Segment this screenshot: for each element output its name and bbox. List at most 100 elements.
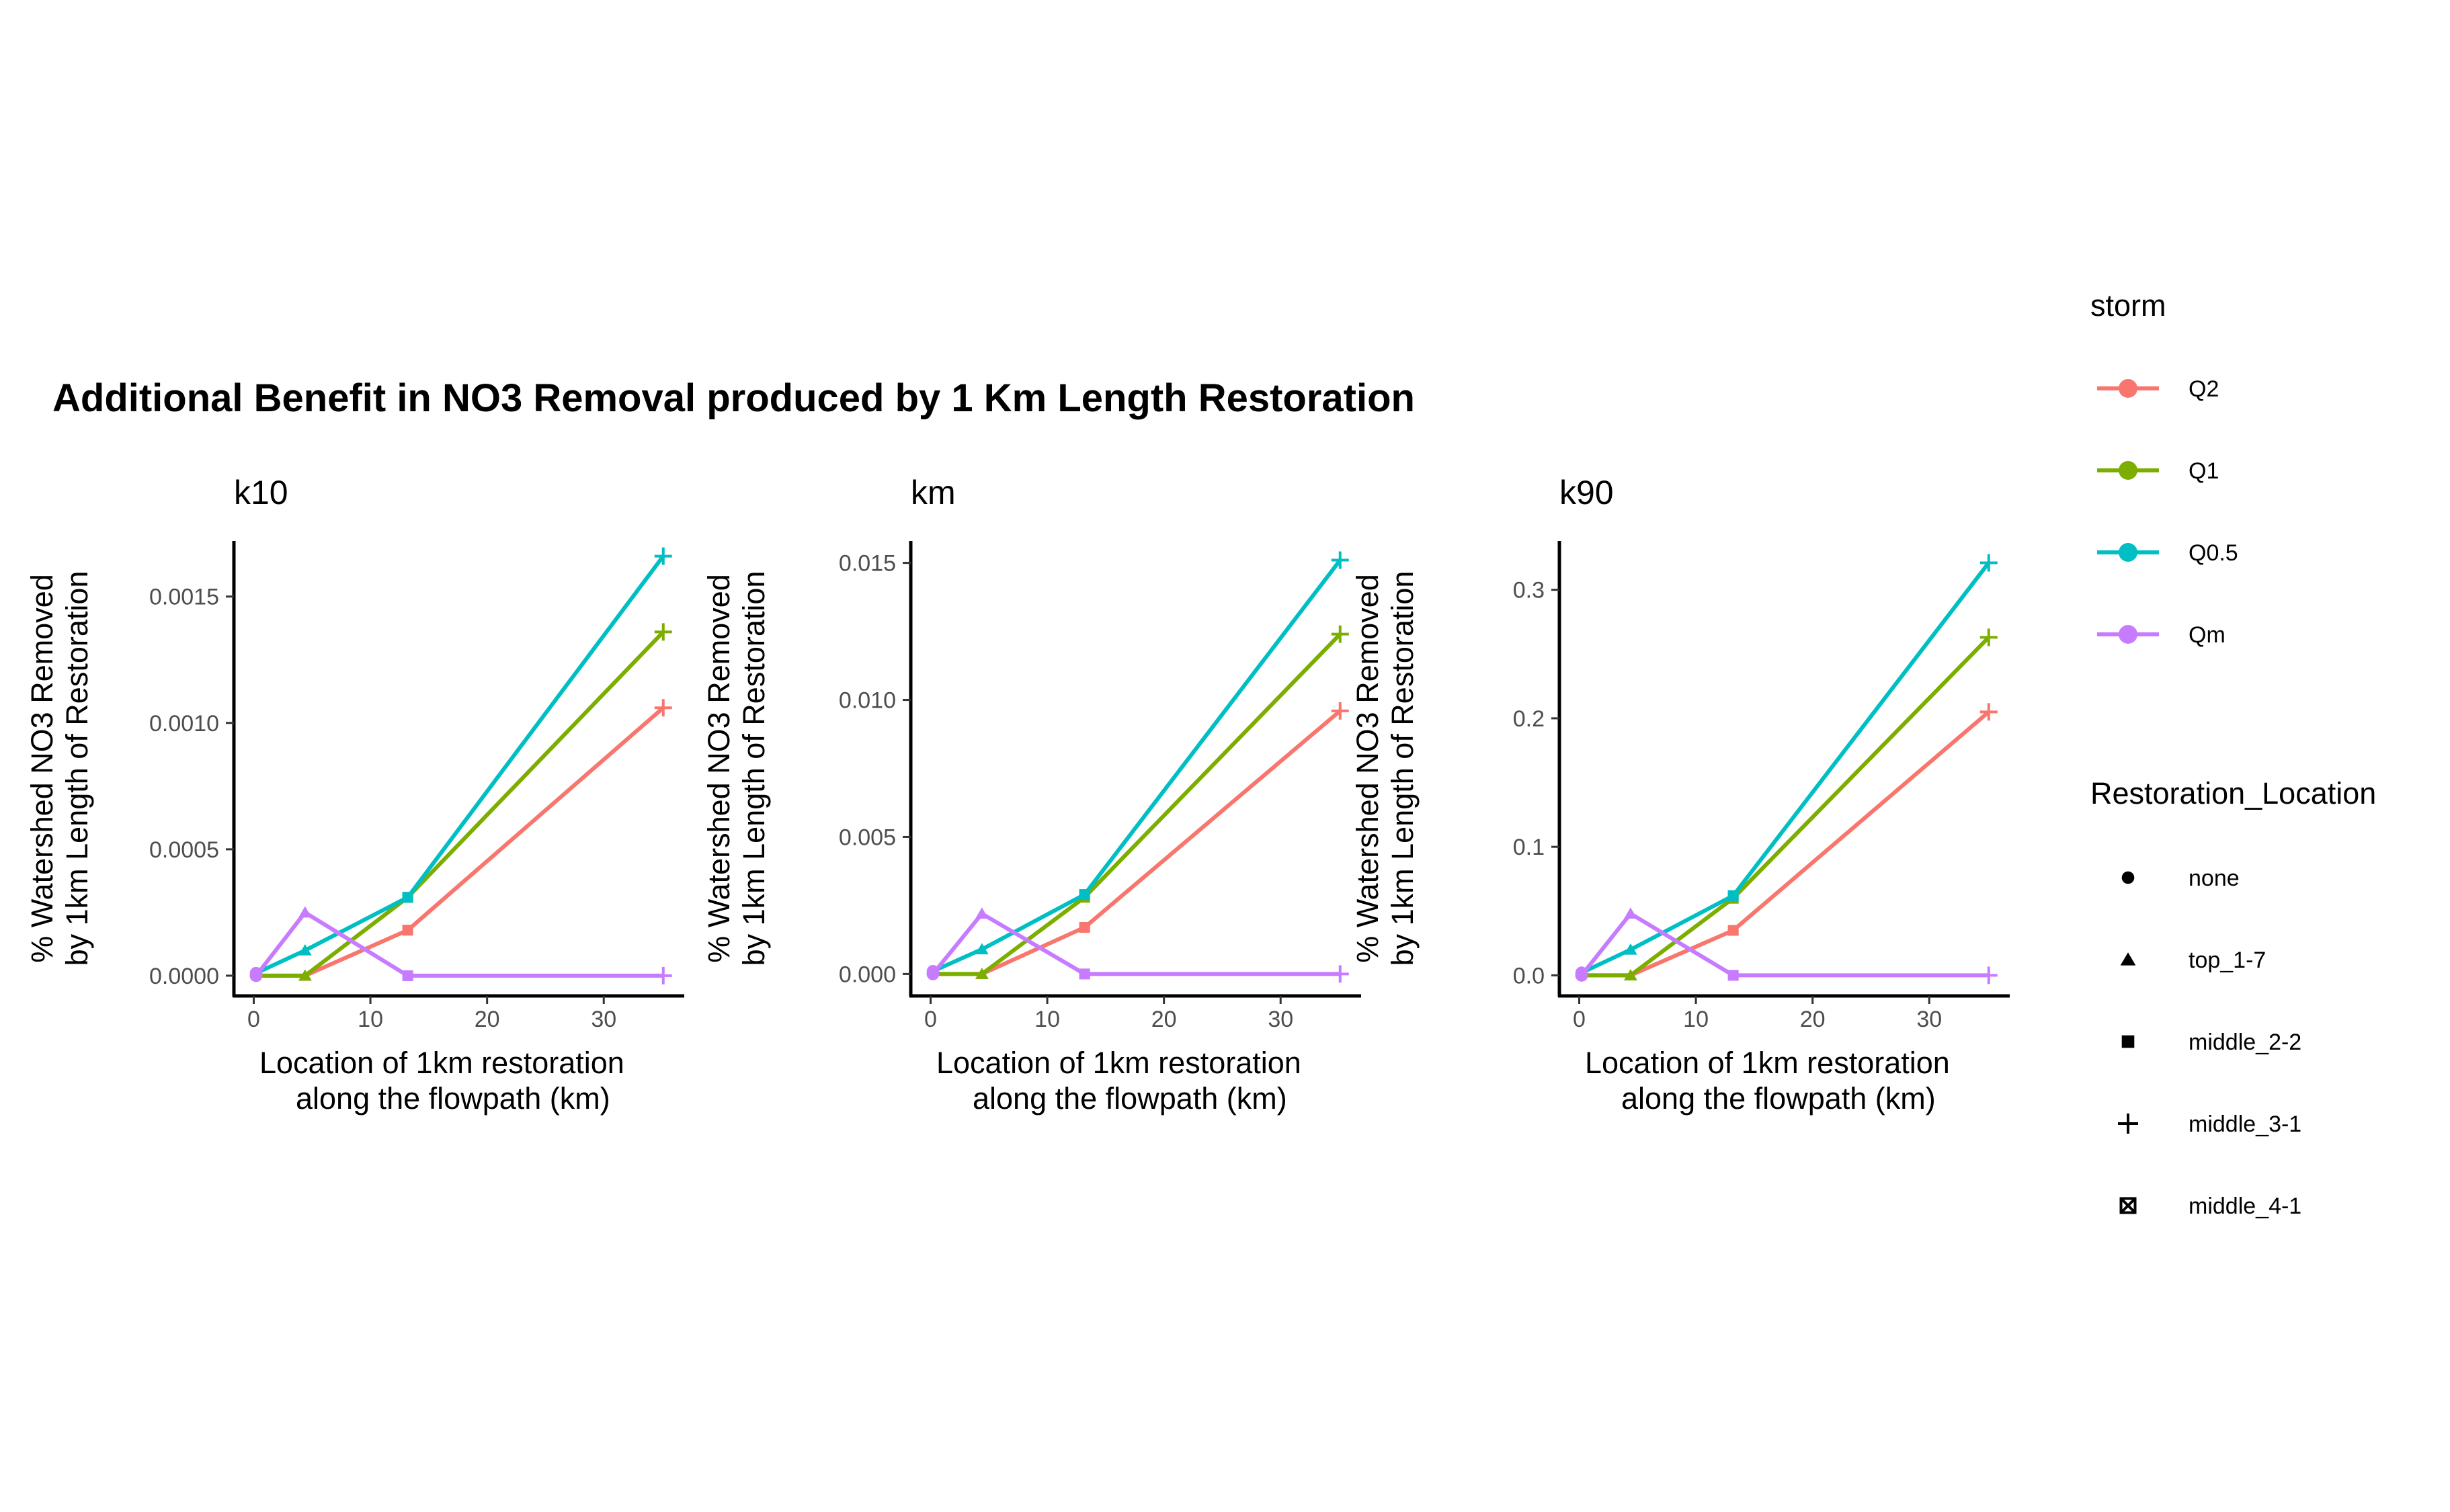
- chart-title: Additional Benefit in NO3 Removal produc…: [52, 376, 1415, 420]
- marker-square: [402, 892, 413, 903]
- marker-triangle: [1624, 943, 1637, 955]
- legend-marker: [2119, 543, 2137, 562]
- x-axis-label: Location of 1km restoration along the flo…: [259, 1046, 624, 1116]
- marker-square: [1727, 970, 1739, 981]
- data-point-Q2: [402, 925, 413, 936]
- marker-square: [1079, 921, 1090, 933]
- legend-label: Q1: [2189, 458, 2219, 484]
- legend-marker: [2119, 625, 2137, 644]
- data-point-Qm: [298, 906, 312, 918]
- legend-marker: [2119, 379, 2137, 398]
- y-tick-label: 0.005: [839, 825, 896, 850]
- marker-triangle: [1624, 969, 1637, 980]
- marker-circle: [249, 969, 263, 982]
- x-tick-label: 0: [1573, 1007, 1586, 1032]
- x-tick-label: 30: [1268, 1007, 1293, 1032]
- y-axis-label: % Watershed NO3 Removedby 1km Length of …: [25, 571, 94, 966]
- marker-square: [402, 970, 413, 981]
- y-axis-label: % Watershed NO3 Removedby 1km Length of …: [1350, 571, 1420, 966]
- data-point-Q0.5: [402, 892, 413, 903]
- data-point-Q0.5: [1331, 551, 1349, 569]
- y-tick-label: 0.0000: [149, 964, 219, 989]
- panel-k10: k10 0.0000 0.0005 0.0010 0.0015 0 10 20 30 Locati…: [25, 474, 684, 1116]
- y-axis-label-line: by 1km Length of Restoration: [737, 571, 771, 966]
- legend-shape-triangle: [2120, 952, 2136, 966]
- y-tick-label: 0.3: [1513, 578, 1545, 603]
- x-tick-label: 10: [1683, 1007, 1709, 1032]
- x-axis-label-line: along the flowpath (km): [973, 1081, 1287, 1116]
- series-line-Qm: [1580, 911, 1989, 978]
- x-tick-label: 20: [475, 1007, 500, 1032]
- legend-label: none: [2189, 866, 2240, 891]
- data-point-Q0.5: [298, 944, 312, 956]
- legend-shape-circle: [2121, 871, 2135, 884]
- marker-square: [2121, 1035, 2135, 1048]
- panel-km: km 0.000 0.005 0.010 0.015 0 10 20 30 Location of…: [702, 474, 1361, 1116]
- x-tick-label: 20: [1800, 1007, 1826, 1032]
- legend-item-top_1-7: top_1-7: [2120, 948, 2266, 973]
- legend-label: middle_2-2: [2189, 1030, 2301, 1055]
- y-tick-label: 0.0015: [149, 585, 219, 610]
- legend-item-Qm: Qm: [2097, 622, 2226, 648]
- data-point-Q1: [654, 623, 672, 641]
- data-point-Q2: [1331, 702, 1349, 720]
- series-line-Q0.5: [932, 558, 1342, 974]
- legend-label: Qm: [2189, 622, 2226, 648]
- x-axis-label: Location of 1km restoration along the flo…: [936, 1046, 1301, 1116]
- legend-title-restoration: Restoration_Location: [2090, 776, 2376, 810]
- series-line-Qm: [931, 911, 1340, 976]
- y-tick-label: 0.015: [839, 551, 896, 577]
- data-point-Qm: [975, 907, 989, 919]
- y-tick-label: 0.0: [1513, 963, 1545, 989]
- legend-label: middle_3-1: [2189, 1111, 2301, 1137]
- data-point-Qm: [1079, 968, 1090, 980]
- marker-triangle: [975, 968, 989, 979]
- legend-label: top_1-7: [2189, 948, 2266, 973]
- x-tick-label: 10: [358, 1007, 383, 1032]
- y-tick-label: 0.2: [1513, 706, 1545, 732]
- series-line-Q0.5: [255, 554, 665, 975]
- y-tick-label: 0.0005: [149, 837, 219, 863]
- marker-triangle: [298, 944, 312, 956]
- panel-label: km: [911, 474, 956, 511]
- legend-item-middle_4-1: middle_4-1: [2119, 1193, 2301, 1219]
- legend-item-middle_3-1: middle_3-1: [2118, 1111, 2301, 1137]
- x-tick-label: 30: [591, 1007, 616, 1032]
- x-axis-label-line: Location of 1km restoration: [936, 1046, 1301, 1080]
- x-axis-label: Location of 1km restoration along the flo…: [1585, 1046, 1950, 1116]
- legend-item-Q2: Q2: [2097, 376, 2219, 402]
- data-point-Q2: [1727, 925, 1739, 936]
- y-axis-label-line: by 1km Length of Restoration: [60, 571, 94, 966]
- y-tick-label: 0.1: [1513, 835, 1545, 860]
- y-axis-label-line: by 1km Length of Restoration: [1385, 571, 1420, 966]
- marker-circle: [2121, 871, 2135, 884]
- data-point-Qm: [1331, 965, 1349, 983]
- legend-shape-square: [2121, 1035, 2135, 1048]
- series-line-Q0.5: [1580, 561, 1991, 975]
- marker-box: [2119, 1197, 2137, 1214]
- data-point-Q1: [1331, 625, 1349, 643]
- y-tick-label: 0.010: [839, 688, 896, 714]
- legend-label: Q2: [2189, 376, 2219, 402]
- x-tick-label: 0: [924, 1007, 937, 1032]
- legend-label: middle_4-1: [2189, 1193, 2301, 1219]
- marker-circle: [926, 968, 940, 980]
- x-tick-label: 30: [1916, 1007, 1942, 1032]
- marker-square: [1727, 925, 1739, 936]
- marker-square: [402, 925, 413, 936]
- data-point-Q2: [1979, 703, 1998, 721]
- marker-x2: [2120, 1198, 2136, 1214]
- marker-square: [1727, 890, 1739, 901]
- legend-item-none: none: [2121, 866, 2240, 891]
- legend-item-middle_2-2: middle_2-2: [2121, 1030, 2301, 1055]
- marker-circle: [1575, 969, 1588, 982]
- series-line-Q1: [1581, 636, 1990, 978]
- y-tick-label: 0.000: [839, 962, 896, 987]
- x-axis-label-line: Location of 1km restoration: [259, 1046, 624, 1080]
- series-line-Qm: [254, 910, 663, 978]
- marker-triangle: [298, 969, 312, 981]
- x-tick-label: 20: [1151, 1007, 1177, 1032]
- marker-triangle: [1624, 907, 1637, 919]
